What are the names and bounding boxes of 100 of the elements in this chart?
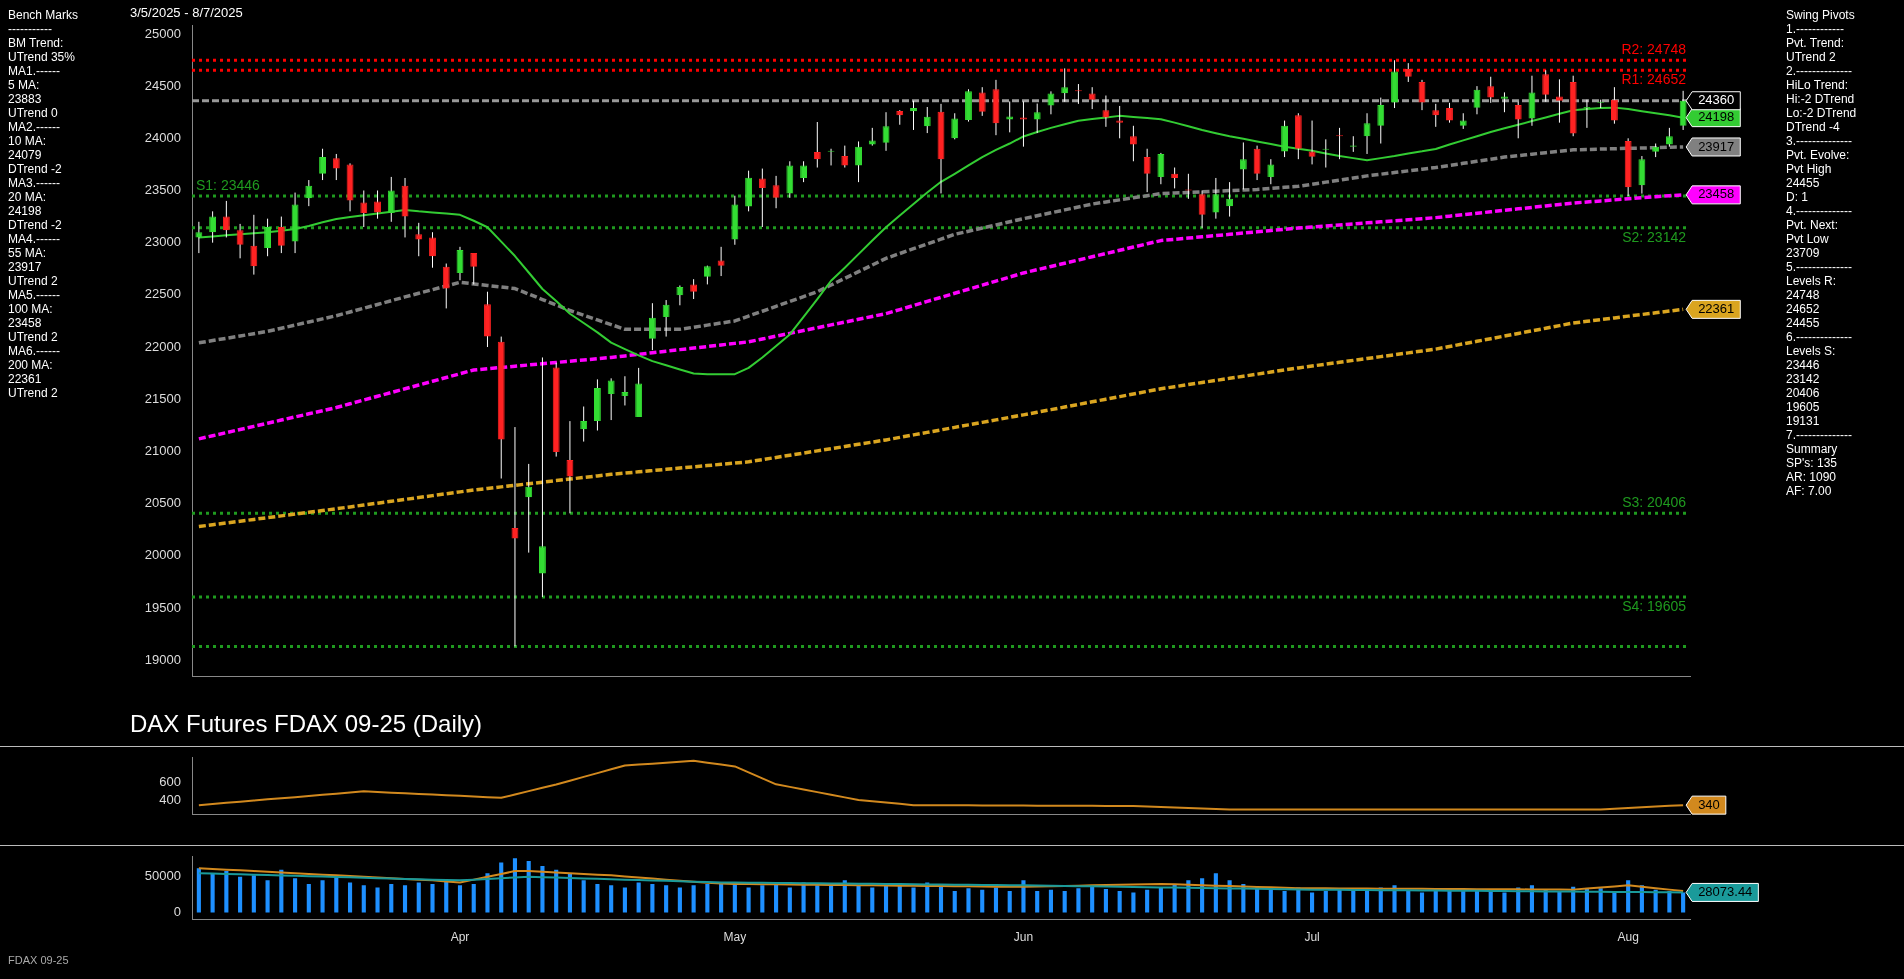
- candlestick: [923, 106, 931, 134]
- bar: [815, 885, 820, 913]
- candlestick: [676, 284, 684, 306]
- text: DAX Futures FDAX 09-25 (Daily): [130, 710, 483, 738]
- bar: [636, 882, 641, 913]
- data-label: 24198: [1698, 109, 1735, 125]
- candlestick: [1377, 97, 1385, 145]
- bar: [540, 866, 545, 913]
- bar: [595, 883, 600, 913]
- candlestick: [800, 160, 808, 183]
- y-tick-label: 23500: [144, 182, 181, 198]
- text: FDAX 09-25: [7, 953, 70, 968]
- bar: [691, 885, 696, 913]
- bar: [1158, 887, 1163, 913]
- bar: [238, 876, 243, 913]
- candlestick: [1006, 100, 1014, 133]
- candlestick: [236, 223, 244, 259]
- candlestick: [1157, 152, 1165, 185]
- bar: [1062, 891, 1067, 913]
- candlestick: [1665, 127, 1673, 148]
- candlestick: [470, 252, 478, 285]
- text: Swing Pivots 1.------------ Pvt. Trend: UTrend 2 2.-------------- HiLo Trend: Hi:-2 DTrend Lo:-2 DTrend DTrend -4 3.-------------- Pvt. Evolve: Pvt High 24455 D: 1 4.-------------- Pvt. Next: Pvt Low 23709 5.-------------- Levels R: 24748 24652 24455 6.-------------- Levels S: 23446 23142 20406 19605 19131 7.-------------- Summary SP's: 135 AR: 1090 AF: 7.00: [1786, 8, 1857, 498]
- candlestick: [1102, 95, 1110, 128]
- ref-line-label: S1: 23446: [196, 176, 261, 193]
- bar: [485, 873, 490, 913]
- candlestick: [910, 100, 917, 131]
- candlestick: [319, 148, 326, 181]
- bar: [457, 885, 463, 913]
- candlestick: [442, 263, 450, 309]
- line-series: [197, 307, 1685, 529]
- candlestick: [277, 216, 285, 254]
- bar: [361, 885, 366, 913]
- candlestick: [855, 140, 862, 183]
- y-tick-label: 50000: [144, 868, 181, 884]
- bar: [938, 886, 944, 913]
- candlestick: [580, 406, 588, 443]
- bar: [402, 885, 408, 913]
- candlestick: [374, 189, 381, 220]
- candlestick: [1239, 141, 1247, 190]
- y-tick-label: 21500: [144, 390, 181, 406]
- y-tick-label: 20500: [144, 495, 181, 511]
- bar: [1323, 891, 1328, 913]
- bar: [856, 885, 861, 913]
- bar: [210, 873, 215, 913]
- bar: [677, 887, 682, 913]
- bar: [650, 883, 655, 913]
- y-tick-label: 22000: [144, 338, 181, 354]
- bar: [471, 883, 476, 913]
- ref-line-label: S3: 20406: [1622, 494, 1687, 511]
- bar: [334, 876, 339, 913]
- data-label: 22361: [1698, 300, 1735, 316]
- y-tick-label: 400: [159, 791, 181, 807]
- bar: [1076, 888, 1081, 913]
- candlestick: [978, 86, 986, 117]
- bar: [1131, 892, 1136, 913]
- candlestick: [387, 176, 395, 223]
- bar: [416, 882, 421, 913]
- bar: [746, 887, 751, 913]
- bar: [1268, 888, 1273, 913]
- candlestick: [1610, 86, 1618, 125]
- candlestick: [429, 231, 436, 269]
- bar: [1310, 892, 1315, 913]
- candlestick: [1226, 181, 1234, 218]
- data-label: 28073.44: [1698, 884, 1753, 900]
- bar: [389, 883, 394, 913]
- x-tick-label: Apr: [450, 930, 470, 945]
- bar: [1117, 891, 1122, 913]
- y-tick-label: 23000: [144, 234, 181, 250]
- bar: [911, 887, 916, 913]
- candlestick: [662, 299, 670, 338]
- bar: [251, 875, 256, 913]
- y-tick-label: 22500: [144, 286, 181, 302]
- bar: [980, 889, 985, 913]
- bar: [1502, 892, 1507, 913]
- candlestick: [1446, 102, 1453, 124]
- bar: [347, 882, 353, 913]
- x-tick-label: Jun: [1013, 930, 1034, 945]
- bar: [664, 885, 669, 913]
- candlestick: [1308, 120, 1316, 165]
- y-tick-label: 600: [159, 774, 181, 790]
- candlestick: [1487, 76, 1495, 104]
- ref-line-label: S2: 23142: [1622, 228, 1687, 245]
- candlestick: [1404, 62, 1412, 83]
- candlestick: [250, 214, 258, 276]
- bar: [1145, 889, 1150, 913]
- y-tick-label: 0: [173, 904, 181, 920]
- candlestick: [1033, 103, 1041, 134]
- candlestick: [772, 175, 780, 209]
- candlestick: [1171, 167, 1179, 189]
- candlestick: [332, 153, 340, 181]
- bar: [774, 883, 779, 913]
- data-label: 23917: [1698, 138, 1735, 154]
- candlestick: [539, 356, 546, 598]
- bar: [444, 880, 449, 913]
- candlestick: [209, 210, 217, 244]
- candlestick: [195, 221, 203, 254]
- bar: [1351, 891, 1356, 913]
- candlestick: [360, 189, 368, 228]
- bar: [993, 887, 999, 913]
- bar: [952, 891, 957, 913]
